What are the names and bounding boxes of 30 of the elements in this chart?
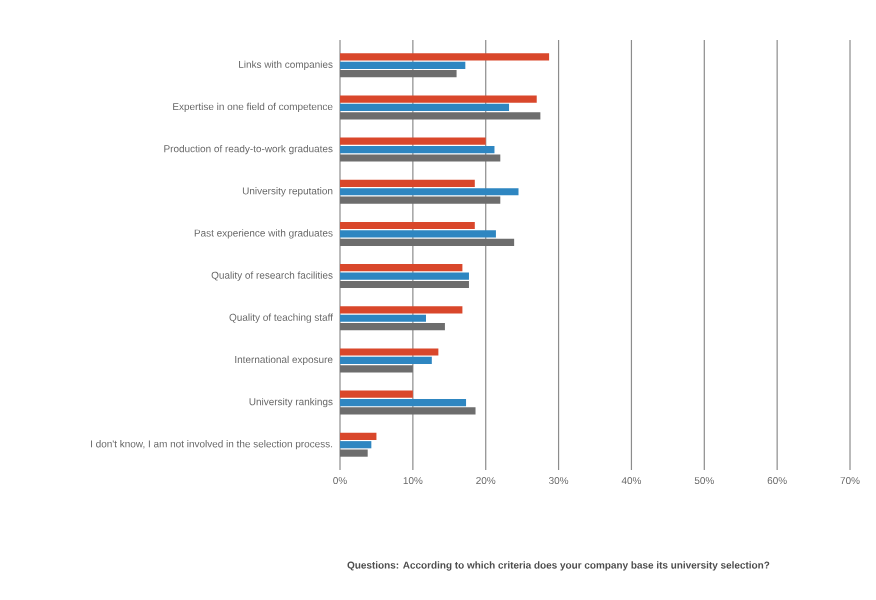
bar [340, 348, 439, 356]
bar [340, 407, 476, 415]
bar [340, 432, 377, 440]
bar [340, 154, 501, 162]
bar [340, 314, 426, 322]
bar [340, 356, 432, 364]
bar [340, 95, 537, 103]
bar [340, 188, 519, 196]
bar [340, 230, 496, 238]
bar [340, 449, 368, 457]
bar [340, 238, 515, 246]
bar [340, 146, 495, 154]
bar [340, 70, 457, 78]
bar [340, 112, 541, 120]
bar [340, 196, 501, 204]
bar [340, 53, 550, 61]
bar [340, 264, 463, 272]
bar [340, 137, 486, 145]
bar [340, 441, 372, 449]
bar [340, 398, 467, 407]
bar [340, 221, 475, 230]
bar [340, 390, 413, 398]
bar [340, 306, 463, 314]
bar [340, 323, 445, 331]
bar [340, 61, 466, 69]
bar [340, 280, 469, 289]
bar [340, 272, 469, 280]
bar [340, 365, 413, 373]
bar [340, 179, 475, 187]
bar [340, 103, 510, 112]
